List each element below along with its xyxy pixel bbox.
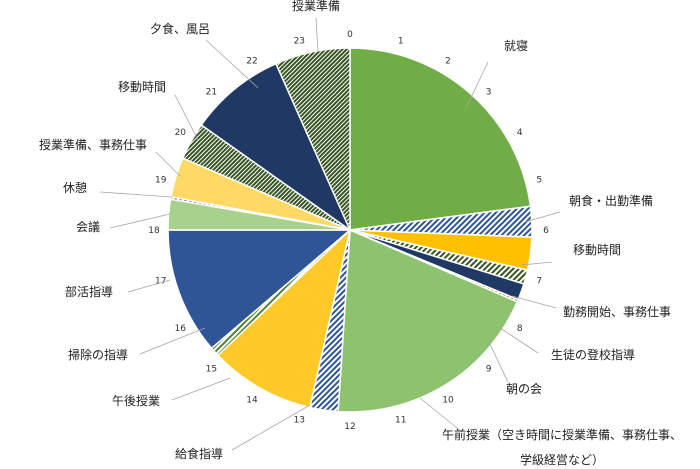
slice-label: 午後授業 xyxy=(112,393,160,408)
leader-line xyxy=(109,213,171,229)
hour-tick-label: 8 xyxy=(517,324,523,334)
slice-label: 夕食、風呂 xyxy=(150,21,210,36)
leader-line xyxy=(315,17,319,53)
hour-tick-label: 16 xyxy=(175,324,187,334)
hour-tick-label: 7 xyxy=(536,277,542,287)
slice-label: 会議 xyxy=(76,220,100,234)
slice-label: 就寝 xyxy=(504,38,528,53)
slice-label: 勤務開始、事務仕事 xyxy=(563,305,671,319)
hour-tick-label: 0 xyxy=(347,30,353,40)
hour-tick-label: 12 xyxy=(344,422,355,432)
slice-label: 朝の会 xyxy=(506,382,542,396)
hour-tick-label: 14 xyxy=(246,396,258,406)
slice-label: 授業準備 xyxy=(292,0,340,13)
leader-line xyxy=(139,327,206,355)
pie-slice-0 xyxy=(349,47,532,231)
slice-labels: 就寝朝食・出勤準備移動時間勤務開始、事務仕事生徒の登校指導朝の会午前授業（空き時… xyxy=(39,0,682,467)
leader-line xyxy=(465,61,489,109)
leader-line xyxy=(499,327,539,354)
hour-tick-label: 2 xyxy=(445,56,451,66)
slice-label: 部活指導 xyxy=(65,284,113,299)
hour-tick-label: 20 xyxy=(175,128,187,138)
slice-label: 生徒の登校指導 xyxy=(551,347,635,362)
pie-slice-16 xyxy=(274,47,351,231)
slice-label: 午前授業（空き時間に授業準備、事務仕事、 xyxy=(442,427,682,442)
leader-line xyxy=(174,94,199,141)
slice-label: 移動時間 xyxy=(573,243,621,257)
hour-tick-label: 11 xyxy=(395,415,406,425)
leader-line xyxy=(171,377,231,401)
hour-tick-label: 6 xyxy=(543,226,549,236)
pie-slice-15 xyxy=(200,62,352,233)
leader-line xyxy=(99,191,173,198)
leader-lines xyxy=(99,17,561,451)
slice-label: 授業準備、事務仕事 xyxy=(39,137,147,152)
pie-slice-10 xyxy=(167,229,353,350)
slice-label: 休憩 xyxy=(63,180,87,195)
hour-tick-label: 21 xyxy=(206,87,217,97)
leader-line xyxy=(521,261,553,266)
slice-label: 移動時間 xyxy=(118,80,166,94)
hour-tick-label: 4 xyxy=(517,128,523,138)
slice-label: 学級経営など） xyxy=(520,452,604,467)
slice-label: 給食指導 xyxy=(175,446,223,461)
hour-tick-label: 9 xyxy=(486,365,492,375)
leader-line xyxy=(524,211,561,223)
slice-label: 掃除の指導 xyxy=(68,347,128,362)
leader-line xyxy=(231,404,311,451)
hour-tick-label: 1 xyxy=(398,37,404,47)
leader-line xyxy=(487,339,509,383)
pie-slice-6 xyxy=(337,228,519,413)
hour-tick-label: 22 xyxy=(246,56,257,66)
hour-tick-label: 18 xyxy=(148,226,160,236)
hour-tick-label: 15 xyxy=(206,365,217,375)
hour-tick-label: 17 xyxy=(155,277,166,287)
leader-line xyxy=(127,279,171,293)
hour-tick-label: 5 xyxy=(536,175,542,185)
leader-line xyxy=(511,295,557,309)
leader-line xyxy=(205,39,259,89)
hour-tick-label: 13 xyxy=(294,415,305,425)
hour-tick-label: 23 xyxy=(294,37,305,47)
hour-tick-label: 3 xyxy=(486,87,492,97)
leader-line xyxy=(419,397,463,433)
pie-slice-8 xyxy=(216,227,352,409)
pie-slices xyxy=(167,47,533,413)
hour-tick-label: 19 xyxy=(155,175,167,185)
leader-line xyxy=(155,151,181,177)
hour-tick-label: 10 xyxy=(442,396,454,406)
slice-label: 朝食・出勤準備 xyxy=(569,193,653,208)
